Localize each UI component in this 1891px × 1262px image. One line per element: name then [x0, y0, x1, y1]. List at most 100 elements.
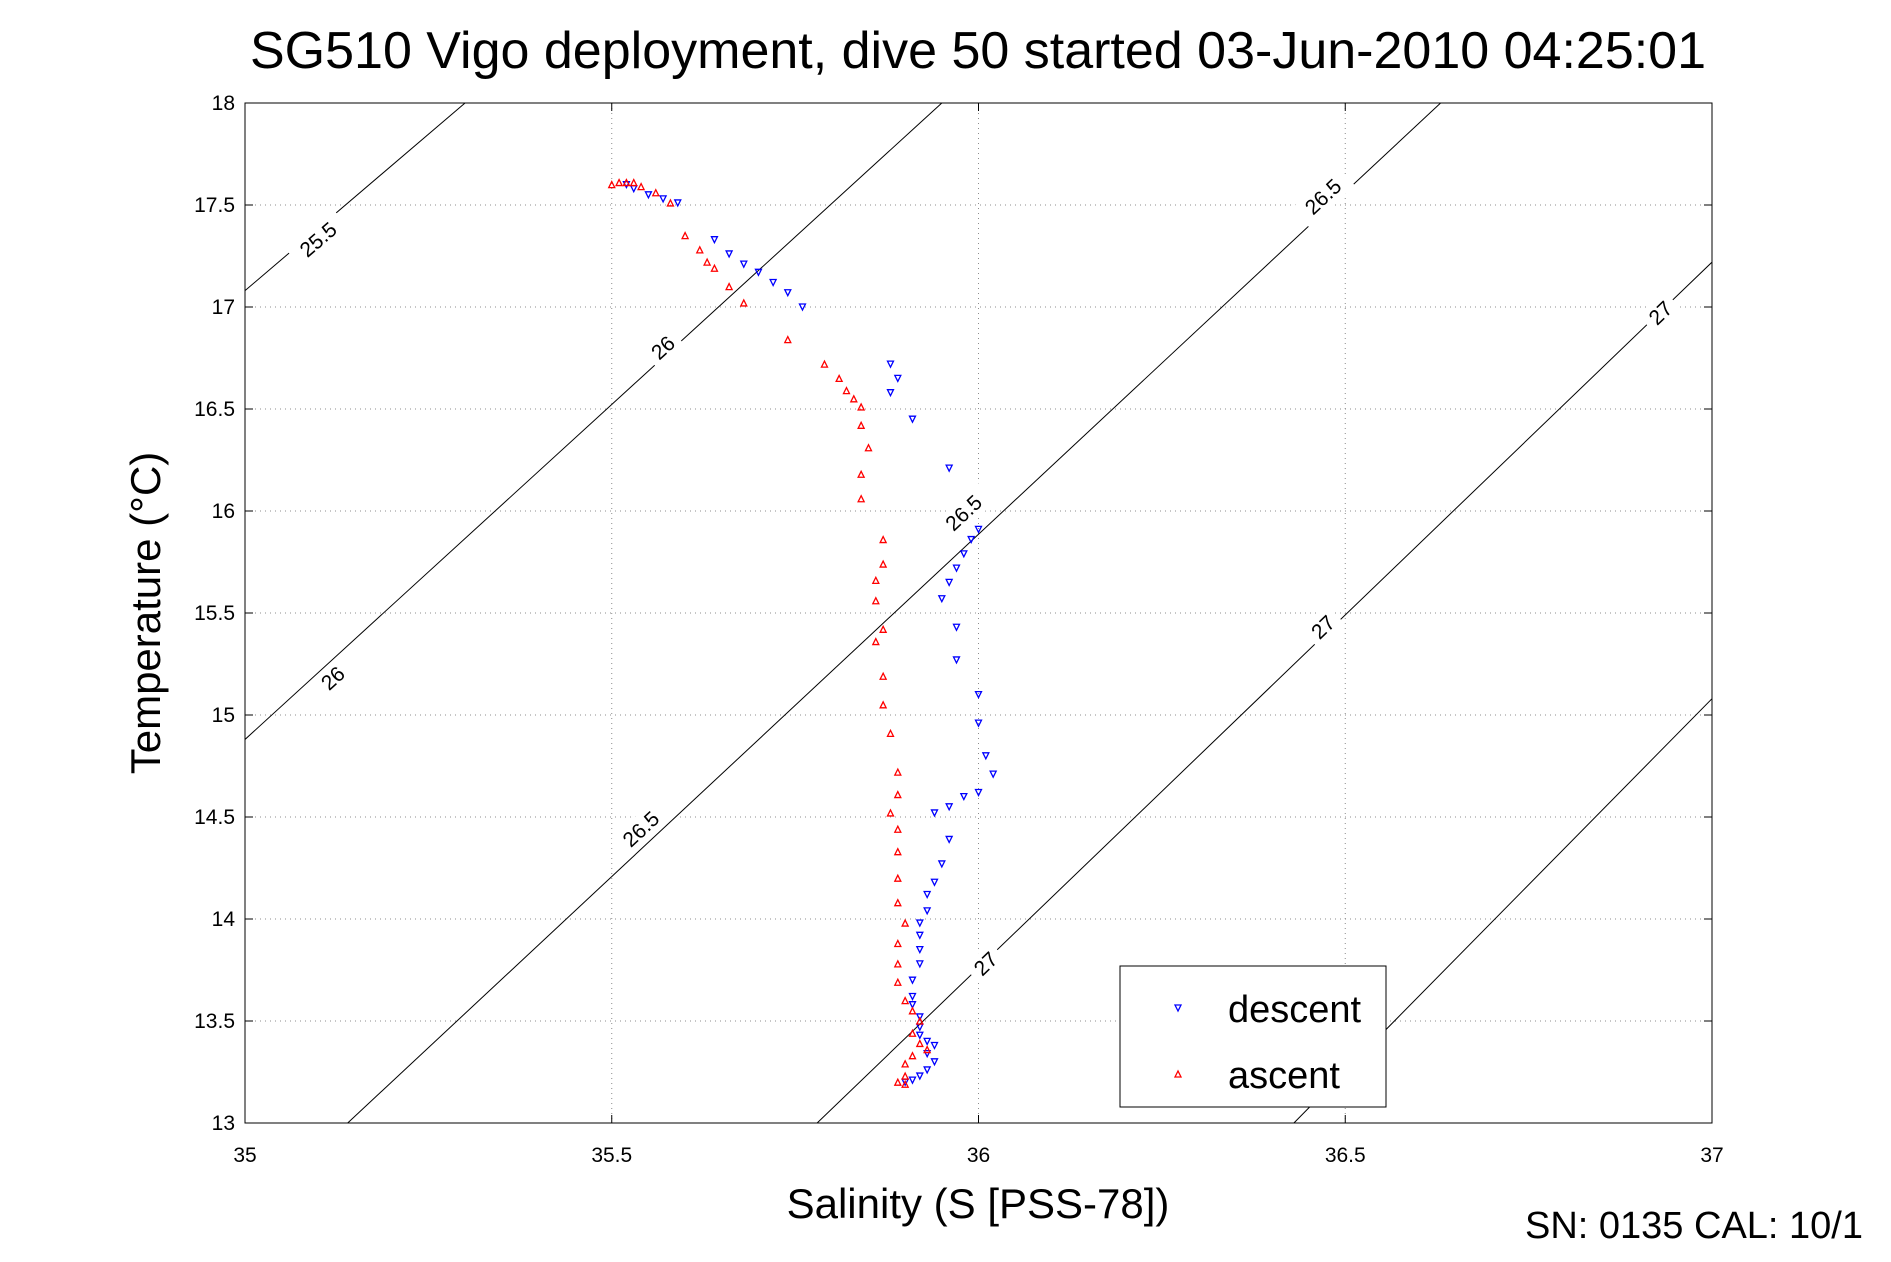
ascent-point — [893, 977, 902, 986]
serial-calibration-footer: SN: 0135 CAL: 10/1 — [1525, 1205, 1863, 1247]
ascent-point — [857, 402, 866, 411]
y-tick-label: 14.5 — [194, 806, 235, 829]
x-tick-label: 36 — [967, 1144, 990, 1167]
legend-box — [1119, 965, 1387, 1108]
descent-point — [710, 236, 719, 245]
descent-point — [886, 360, 895, 369]
descent-point — [886, 389, 895, 398]
isopycnal-label-bg — [1301, 605, 1346, 650]
ascent-point — [783, 335, 792, 344]
ascent-point — [893, 873, 902, 882]
descent-point — [959, 792, 968, 802]
ascent-point — [879, 535, 888, 544]
chart-title: SG510 Vigo deployment, dive 50 started 0… — [250, 22, 1706, 80]
ascent-point — [915, 1016, 924, 1025]
isopycnal-label-bg — [963, 942, 1008, 986]
ascent-point — [893, 767, 902, 776]
y-tick-label: 17 — [212, 296, 235, 319]
y-axis-label: Temperature (°C) — [122, 452, 169, 775]
legend-label-descent: descent — [1228, 989, 1362, 1031]
descent-point — [974, 788, 983, 797]
ascent-point — [820, 359, 829, 368]
descent-point — [915, 1023, 924, 1032]
descent-point — [915, 960, 924, 969]
descent-point — [798, 303, 807, 312]
ascent-point — [857, 494, 866, 503]
descent-point — [908, 976, 917, 985]
ascent-point — [893, 824, 902, 833]
isopycnal-label-bg — [1638, 291, 1683, 335]
descent-point — [908, 1076, 917, 1085]
ascent-point — [864, 443, 873, 452]
descent-point — [908, 1001, 917, 1010]
y-tick-label: 16 — [212, 500, 235, 523]
descent-point — [754, 268, 763, 277]
descent-point — [629, 185, 638, 194]
ascent-point — [871, 596, 880, 605]
ascent-point — [893, 939, 902, 948]
descent-point — [952, 656, 961, 665]
legend-marker-descent — [1173, 1004, 1183, 1013]
ascent-point — [893, 1077, 902, 1086]
ascent-point — [908, 1028, 917, 1037]
y-tick-label: 15 — [212, 704, 235, 727]
descent-point — [974, 525, 983, 534]
descent-point — [945, 464, 954, 473]
isopycnal-line — [816, 261, 1712, 1123]
descent-point — [915, 919, 924, 928]
descent-point — [974, 719, 983, 728]
y-tick-label: 15.5 — [194, 602, 235, 625]
descent-point — [930, 1058, 939, 1067]
ascent-point — [908, 1006, 917, 1015]
descent-point — [930, 878, 939, 887]
ascent-point — [703, 257, 712, 266]
ascent-point — [893, 790, 902, 799]
x-axis-label: Salinity (S [PSS-78]) — [787, 1180, 1170, 1227]
y-tick-label: 16.5 — [194, 398, 235, 421]
isopycnal-lines — [245, 103, 1712, 1123]
data-points — [607, 178, 998, 1088]
legend: descent ascent — [1119, 965, 1387, 1108]
ascent-point — [637, 182, 646, 191]
isopycnal-line — [347, 103, 1441, 1123]
descent-point — [923, 890, 932, 899]
descent-point — [989, 770, 998, 779]
descent-point — [769, 278, 778, 287]
ascent-point — [871, 637, 880, 646]
ascent-point — [879, 624, 888, 633]
descent-point — [725, 250, 734, 259]
ascent-point — [622, 178, 631, 187]
descent-point — [930, 809, 939, 818]
isopycnal-label-bg — [932, 482, 996, 544]
descent-point — [915, 931, 924, 940]
x-tick-label: 35.5 — [591, 1144, 632, 1167]
isopycnal-label-bg — [286, 209, 351, 270]
isopycnal-label-bg — [1291, 166, 1355, 228]
descent-point — [952, 564, 961, 573]
ascent-point — [886, 808, 895, 817]
descent-point — [659, 195, 668, 204]
legend-marker-ascent — [1173, 1069, 1183, 1078]
descent-point — [945, 803, 954, 812]
descent-point — [908, 992, 917, 1001]
ascent-point — [857, 469, 866, 478]
descent-point — [952, 623, 961, 632]
x-tick-label: 35 — [233, 1144, 256, 1167]
ascent-point — [879, 559, 888, 568]
isopycnal-label-bg — [641, 326, 686, 370]
descent-point — [981, 752, 990, 761]
ascent-point — [901, 1071, 910, 1080]
ascent-point — [666, 198, 675, 207]
y-tick-label: 14 — [212, 908, 236, 931]
y-tick-labels: 13 13.5 14 14.5 15 15.5 16 16.5 17 17.5 18 — [194, 92, 1712, 1135]
descent-point — [923, 1037, 932, 1046]
descent-point — [644, 191, 653, 200]
ascent-point — [901, 1079, 910, 1088]
descent-point — [945, 578, 954, 587]
descent-point — [923, 1049, 932, 1059]
ascent-point — [915, 1038, 924, 1048]
ascent-point — [901, 1059, 910, 1068]
x-tick-labels: 35 35.5 36 36.5 37 — [233, 103, 1724, 1167]
ascent-point — [893, 847, 902, 856]
